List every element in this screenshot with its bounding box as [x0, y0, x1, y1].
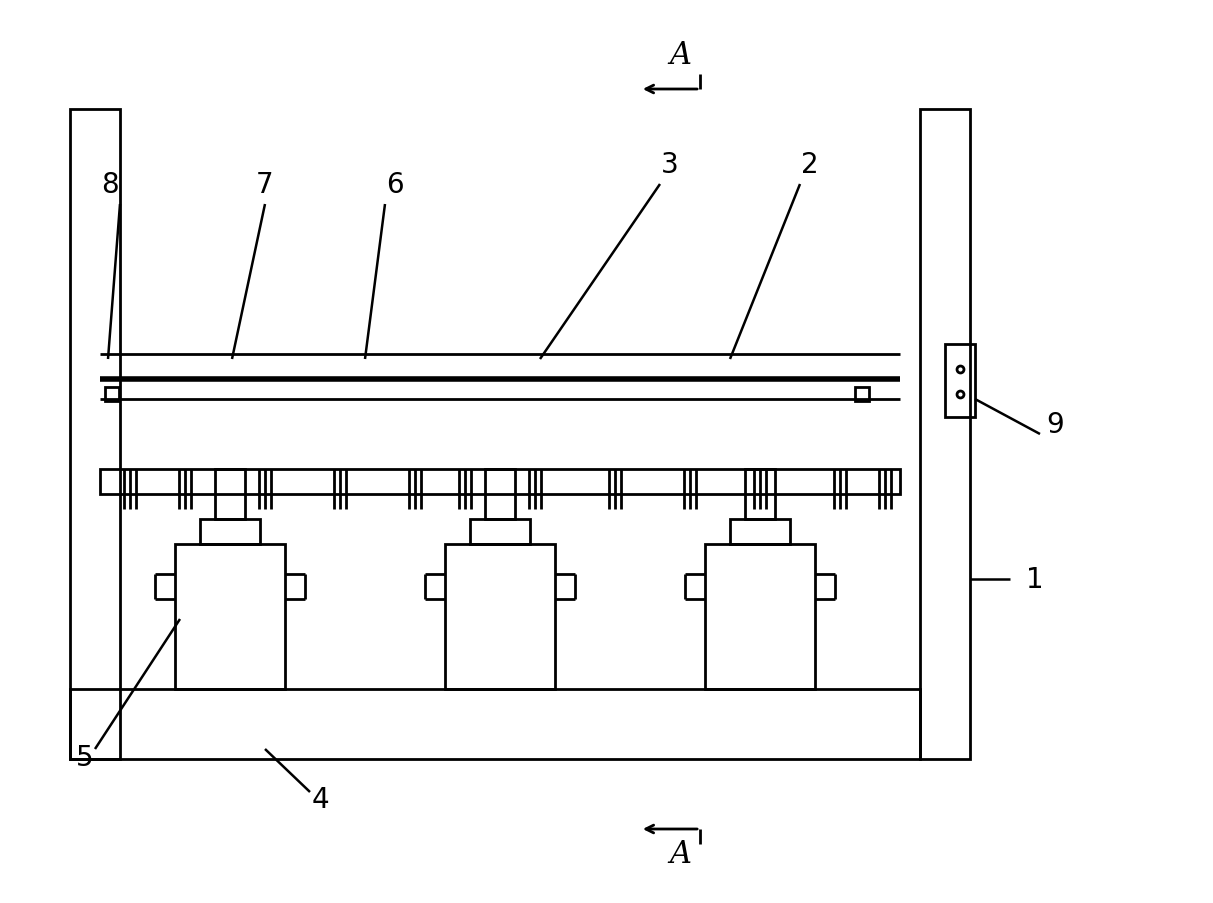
Bar	[70, 110, 120, 759]
Bar	[99, 470, 900, 495]
Text: 4: 4	[312, 785, 329, 813]
Bar	[745, 470, 775, 519]
Bar	[730, 519, 790, 545]
Bar	[200, 519, 260, 545]
Bar	[705, 545, 815, 689]
Bar	[485, 470, 516, 519]
Bar	[469, 519, 530, 545]
Text: 8: 8	[101, 171, 119, 199]
Text: A: A	[670, 40, 691, 70]
Bar	[215, 470, 245, 519]
Text: 3: 3	[661, 151, 679, 179]
Bar	[175, 545, 285, 689]
Text: 9: 9	[1046, 411, 1064, 439]
Bar	[70, 689, 919, 759]
Text: 5: 5	[76, 743, 93, 771]
Bar	[445, 545, 556, 689]
Bar	[106, 387, 119, 402]
Text: 1: 1	[1026, 565, 1044, 593]
Text: A: A	[670, 839, 691, 870]
Bar	[919, 110, 970, 759]
Text: 7: 7	[256, 171, 274, 199]
Text: 6: 6	[386, 171, 404, 199]
Bar	[945, 345, 975, 417]
Text: 2: 2	[802, 151, 819, 179]
Bar	[855, 387, 869, 402]
